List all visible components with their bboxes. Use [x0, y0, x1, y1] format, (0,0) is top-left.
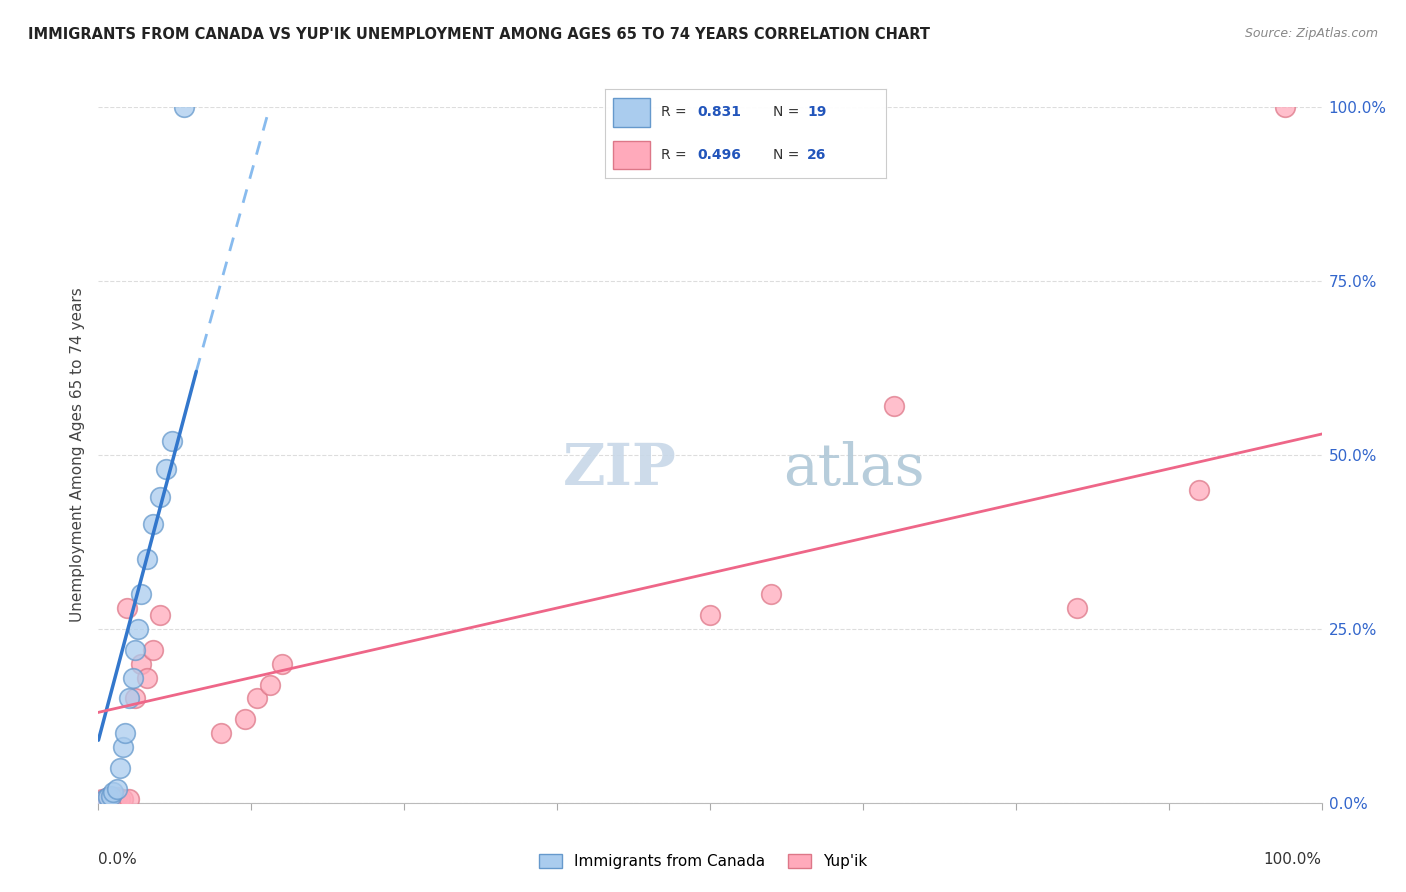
Text: R =: R =	[661, 105, 690, 120]
Point	[110, 792, 132, 806]
Point	[100, 789, 122, 803]
Text: IMMIGRANTS FROM CANADA VS YUP'IK UNEMPLOYMENT AMONG AGES 65 TO 74 YEARS CORRELAT: IMMIGRANTS FROM CANADA VS YUP'IK UNEMPLO…	[28, 27, 931, 42]
Text: 0.831: 0.831	[697, 105, 741, 120]
Point	[129, 587, 152, 601]
Text: 0.496: 0.496	[697, 148, 741, 162]
Text: N =: N =	[773, 148, 804, 162]
Point	[246, 691, 269, 706]
Point	[1274, 100, 1296, 114]
Point	[124, 642, 146, 657]
Point	[136, 671, 159, 685]
Point	[142, 642, 165, 657]
Point	[110, 761, 132, 775]
Point	[699, 607, 721, 622]
Text: 19: 19	[807, 105, 827, 120]
Point	[259, 677, 281, 691]
Point	[114, 726, 136, 740]
Point	[1188, 483, 1211, 497]
Point	[155, 462, 177, 476]
Point	[93, 792, 115, 806]
Point	[127, 622, 149, 636]
FancyBboxPatch shape	[613, 141, 650, 169]
Point	[173, 100, 195, 114]
Point	[270, 657, 294, 671]
Point	[160, 434, 183, 448]
Point	[101, 785, 124, 799]
Point	[118, 691, 141, 706]
Text: ZIP: ZIP	[564, 441, 678, 497]
Point	[111, 792, 134, 806]
Point	[118, 792, 141, 806]
Text: R =: R =	[661, 148, 690, 162]
Point	[100, 792, 122, 806]
Point	[129, 657, 152, 671]
Point	[105, 790, 128, 805]
Point	[91, 792, 114, 806]
Point	[761, 587, 783, 601]
Point	[149, 490, 172, 504]
Point	[93, 792, 115, 806]
Point	[105, 781, 128, 796]
Point	[124, 691, 146, 706]
Point	[149, 607, 172, 622]
Text: 26: 26	[807, 148, 827, 162]
Point	[101, 792, 124, 806]
Point	[97, 790, 120, 805]
Text: N =: N =	[773, 105, 804, 120]
Text: Source: ZipAtlas.com: Source: ZipAtlas.com	[1244, 27, 1378, 40]
Text: atlas: atlas	[783, 441, 925, 497]
Text: 100.0%: 100.0%	[1264, 852, 1322, 866]
Point	[209, 726, 232, 740]
Y-axis label: Unemployment Among Ages 65 to 74 years: Unemployment Among Ages 65 to 74 years	[69, 287, 84, 623]
Point	[1066, 601, 1088, 615]
Point	[233, 712, 256, 726]
Text: 0.0%: 0.0%	[98, 852, 138, 866]
Point	[115, 601, 138, 615]
Point	[111, 740, 134, 755]
Point	[121, 671, 143, 685]
Point	[142, 517, 165, 532]
Point	[97, 790, 120, 805]
Point	[883, 399, 905, 413]
Legend: Immigrants from Canada, Yup'ik: Immigrants from Canada, Yup'ik	[533, 848, 873, 875]
FancyBboxPatch shape	[613, 98, 650, 127]
Point	[136, 552, 159, 566]
